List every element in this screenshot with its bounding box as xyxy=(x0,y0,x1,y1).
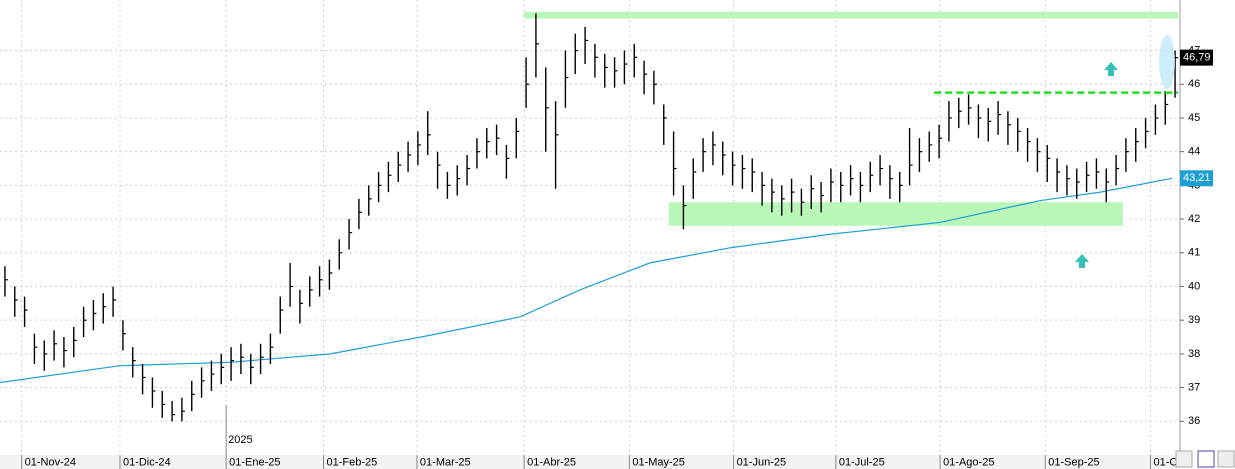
x-tick-label: 01-May-25 xyxy=(632,456,685,468)
highlight-ellipse xyxy=(1159,35,1175,89)
x-tick-label: 01-Ene-25 xyxy=(229,456,280,468)
y-tick-label: 40 xyxy=(1188,280,1200,292)
plot-area: 01-Nov-24 01-Dic-24 01-Ene-25 01-Feb-25 01-M… xyxy=(0,0,1203,469)
x-axis-band xyxy=(0,455,1180,469)
up-arrow xyxy=(1104,62,1118,76)
y-tick-label: 38 xyxy=(1188,348,1200,360)
year-label: 2025 xyxy=(228,434,252,446)
y-tick-label: 45 xyxy=(1188,112,1200,124)
x-tick-label: 01-Sep-25 xyxy=(1048,456,1099,468)
y-tick-label: 36 xyxy=(1188,415,1200,427)
y-tick-label: 42 xyxy=(1188,213,1200,225)
x-tick-label: 01-Abr-25 xyxy=(527,456,576,468)
x-tick-label: 01-Nov-24 xyxy=(25,456,76,468)
support-band xyxy=(668,202,1123,226)
up-arrow xyxy=(1075,254,1089,268)
scroll-button[interactable] xyxy=(1175,450,1193,468)
price-label-box xyxy=(1180,49,1213,66)
y-tick-label: 37 xyxy=(1188,381,1200,393)
x-tick-label: 01-Mar-25 xyxy=(420,456,471,468)
x-tick-label: 01-Ago-25 xyxy=(943,456,994,468)
x-tick-label: 01-Oct-25 xyxy=(1154,456,1203,468)
y-tick-label: 39 xyxy=(1188,314,1200,326)
resistance-band xyxy=(524,11,1179,19)
x-tick-label: 01-Jun-25 xyxy=(737,456,787,468)
y-tick-label: 44 xyxy=(1188,146,1200,158)
save-button[interactable] xyxy=(1197,450,1215,468)
price-label: 43,21 xyxy=(1183,172,1211,184)
pin-button[interactable] xyxy=(1217,450,1235,468)
price-label-box xyxy=(1180,170,1213,187)
y-tick-label: 46 xyxy=(1188,78,1200,90)
y-tick-label: 41 xyxy=(1188,247,1200,259)
moving-average xyxy=(0,177,1173,384)
x-tick-label: 01-Dic-24 xyxy=(123,456,171,468)
price-label: 46,79 xyxy=(1183,52,1211,64)
x-tick-label: 01-Jul-25 xyxy=(839,456,885,468)
x-tick-label: 01-Feb-25 xyxy=(327,456,378,468)
